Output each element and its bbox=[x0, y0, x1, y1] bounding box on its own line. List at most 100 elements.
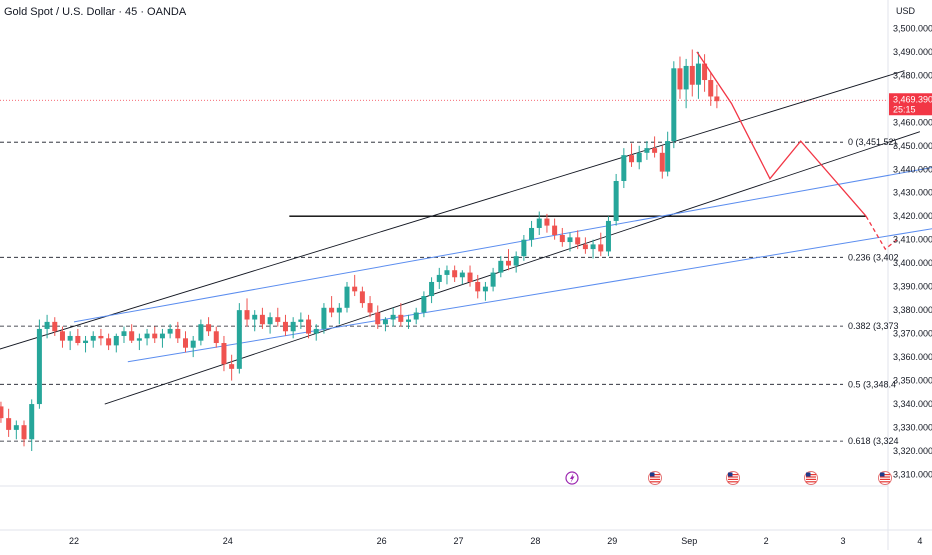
candle-body bbox=[113, 335, 119, 346]
flag-icon-stripe bbox=[880, 474, 890, 476]
candle-body bbox=[136, 338, 142, 341]
candle bbox=[644, 141, 650, 160]
candle-body bbox=[367, 303, 373, 313]
candle bbox=[452, 265, 458, 282]
candle bbox=[290, 317, 296, 339]
candle bbox=[521, 235, 527, 261]
us-flag-icon[interactable] bbox=[726, 471, 740, 485]
price-tick-label: 3,400.000 bbox=[893, 258, 932, 268]
candle-body bbox=[659, 152, 665, 172]
flag-icon-stripe bbox=[806, 474, 816, 476]
lightning-icon[interactable] bbox=[565, 471, 579, 485]
candle-body bbox=[252, 314, 258, 320]
candle-body bbox=[490, 272, 496, 287]
flag-icon-stripe bbox=[650, 478, 660, 480]
candle-body bbox=[683, 65, 689, 90]
candle bbox=[677, 56, 683, 99]
candle bbox=[21, 420, 27, 447]
candle-body bbox=[598, 244, 604, 252]
candle bbox=[313, 324, 319, 341]
candle bbox=[329, 296, 335, 318]
fib-level-label: 0.5 (3,348.4 bbox=[848, 379, 896, 389]
flag-icon-stripe bbox=[880, 478, 890, 480]
candle-body bbox=[714, 96, 720, 102]
date-tick-label: 4 bbox=[917, 536, 922, 546]
us-flag-icon[interactable] bbox=[804, 471, 818, 485]
candle bbox=[575, 230, 581, 250]
candle-body bbox=[98, 335, 104, 339]
price-tick-label: 3,430.000 bbox=[893, 188, 932, 198]
candle bbox=[436, 267, 442, 290]
candle bbox=[259, 307, 265, 329]
candle bbox=[336, 303, 342, 325]
candle bbox=[683, 58, 689, 109]
plot-background bbox=[0, 0, 888, 550]
candle-body bbox=[321, 307, 327, 329]
candle-body bbox=[708, 80, 714, 97]
flag-icon-stripe bbox=[728, 481, 738, 483]
date-tick-label: 3 bbox=[840, 536, 845, 546]
fib-level-label: 0.236 (3,402 bbox=[848, 252, 899, 262]
candle bbox=[144, 328, 150, 346]
date-tick-label: 24 bbox=[223, 536, 233, 546]
candle bbox=[621, 148, 627, 189]
price-tick-label: 3,310.000 bbox=[893, 470, 932, 480]
candle bbox=[6, 408, 12, 437]
candle bbox=[659, 145, 665, 179]
candle-body bbox=[229, 364, 235, 369]
candle bbox=[552, 218, 558, 240]
candle bbox=[136, 333, 142, 351]
candle bbox=[159, 328, 165, 348]
candle-body bbox=[689, 65, 695, 85]
candle-body bbox=[665, 141, 671, 172]
candle-body bbox=[106, 338, 112, 346]
candle bbox=[482, 281, 488, 301]
us-flag-icon[interactable] bbox=[878, 471, 892, 485]
flag-icon-stripe bbox=[728, 478, 738, 480]
candle bbox=[382, 317, 388, 332]
candle-body bbox=[459, 272, 465, 278]
candle bbox=[267, 312, 273, 334]
candle-body bbox=[6, 418, 12, 430]
candle-body bbox=[13, 425, 19, 430]
price-tick-label: 3,450.000 bbox=[893, 141, 932, 151]
fib-level-label: 0.382 (3,373 bbox=[848, 321, 899, 331]
candle-body bbox=[575, 237, 581, 245]
candle-body bbox=[429, 281, 435, 297]
candle-body bbox=[190, 340, 196, 348]
lightning-icon-bolt bbox=[570, 473, 575, 483]
date-tick-label: 22 bbox=[69, 536, 79, 546]
candle-body bbox=[275, 317, 281, 322]
flag-icon-canton bbox=[728, 472, 733, 477]
candle-body bbox=[144, 333, 150, 339]
candle-body bbox=[452, 270, 458, 278]
candle-body bbox=[290, 321, 296, 332]
candle-body bbox=[559, 235, 565, 243]
candle bbox=[498, 256, 504, 278]
candle bbox=[582, 237, 588, 254]
candle bbox=[129, 324, 135, 344]
candle bbox=[467, 265, 473, 287]
event-markers bbox=[565, 471, 892, 485]
candle-body bbox=[213, 331, 219, 344]
candle bbox=[59, 326, 65, 348]
flag-icon-stripe bbox=[728, 476, 738, 478]
candle bbox=[213, 326, 219, 348]
time-axis[interactable]: 222426272829Sep2345 bbox=[69, 536, 932, 546]
candle bbox=[198, 319, 204, 346]
candle-body bbox=[613, 181, 619, 221]
candle bbox=[298, 312, 304, 329]
candle bbox=[559, 227, 565, 247]
price-axis[interactable]: 3,310.000 3,320.000 3,330.000 3,340.000 3,35… bbox=[893, 23, 932, 479]
candle-body bbox=[644, 148, 650, 153]
chart-title: Gold Spot / U.S. Dollar · 45 · OANDA bbox=[4, 6, 187, 18]
flag-icon-canton bbox=[880, 472, 885, 477]
flag-icon-stripe bbox=[650, 474, 660, 476]
us-flag-icon[interactable] bbox=[648, 471, 662, 485]
candle bbox=[390, 307, 396, 327]
date-tick-label: 26 bbox=[377, 536, 387, 546]
candle bbox=[598, 232, 604, 257]
forecast-path bbox=[696, 51, 898, 251]
